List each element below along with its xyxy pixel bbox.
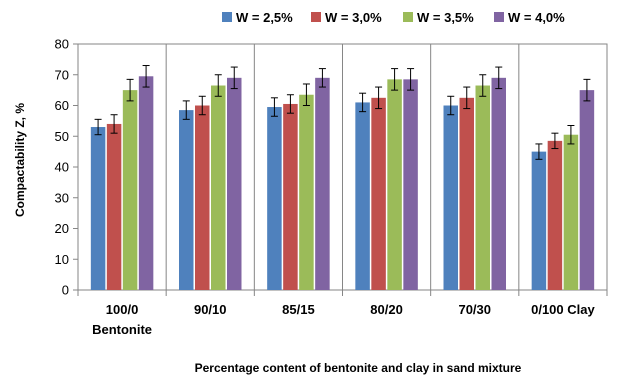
y-tick-label: 70 [55,67,69,82]
legend-label: W = 3,5% [417,10,474,25]
legend-label: W = 4,0% [508,10,565,25]
legend-swatch [222,12,232,22]
bar [459,97,474,290]
bar [299,94,314,290]
bar [227,77,242,290]
bar [475,85,490,290]
x-tick-label: 0/100 Clay [531,302,595,317]
x-tick-label: 100/0 [106,302,139,317]
y-tick-label: 80 [55,37,69,52]
y-tick-label: 50 [55,129,69,144]
bar [403,79,418,290]
bar [122,90,138,290]
bar [355,102,370,290]
bar [283,103,298,291]
legend-swatch [494,12,504,22]
bar [138,76,154,290]
bar [179,110,194,290]
legend-swatch [311,12,321,22]
bar [195,105,210,290]
bar [106,123,122,290]
bar [315,77,330,290]
bar [563,134,579,290]
bar [443,105,458,290]
x-tick-label: 70/30 [458,302,491,317]
bar [579,90,595,290]
y-tick-label: 20 [55,221,69,236]
y-tick-label: 0 [62,283,69,298]
legend-swatch [403,12,413,22]
x-tick-label: 80/20 [370,302,403,317]
bar [491,77,506,290]
bar [371,97,386,290]
x-tick-label: Bentonite [92,322,152,337]
bar [211,85,226,290]
x-axis-title: Percentage content of bentonite and clay… [195,361,522,375]
y-tick-label: 60 [55,98,69,113]
legend-label: W = 3,0% [325,10,382,25]
bar [531,151,547,290]
bar [267,107,282,290]
legend: W = 2,5% W = 3,0% W = 3,5% W = 4,0% [222,10,565,25]
x-tick-label: 90/10 [194,302,227,317]
plot-area: 0 10 20 30 40 50 60 70 80 100/0 Bentonite 90/10 85/1… [55,37,608,337]
y-tick-label: 30 [55,190,69,205]
y-tick-label: 40 [55,160,69,175]
bar [387,79,402,290]
x-tick-label: 85/15 [282,302,315,317]
y-tick-label: 10 [55,252,69,267]
y-axis-title: Compactability Z, % [13,103,27,217]
bar [90,127,106,291]
legend-label: W = 2,5% [236,10,293,25]
bar [547,140,563,290]
